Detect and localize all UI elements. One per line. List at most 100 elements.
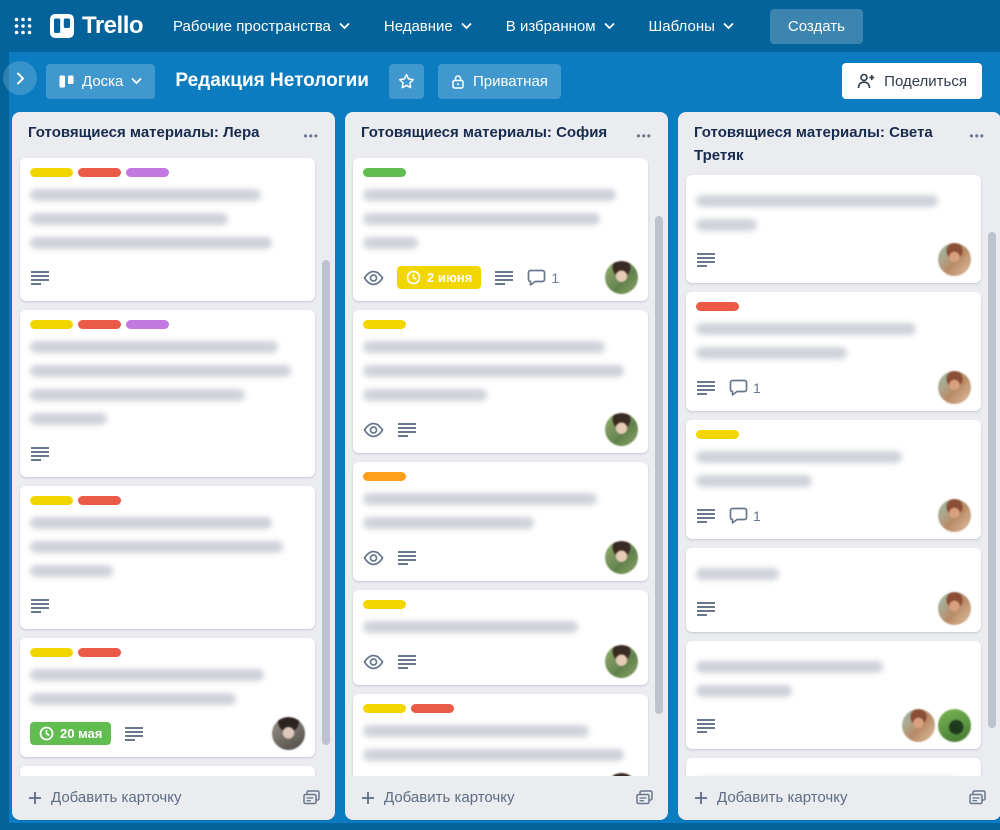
create-from-template-button[interactable] — [300, 787, 323, 808]
create-from-template-button[interactable] — [633, 787, 656, 808]
comments-count: 1 — [551, 269, 560, 286]
add-card-button[interactable]: Добавить карточку — [22, 785, 300, 810]
list-menu-button[interactable]: ••• — [963, 122, 991, 150]
member-avatar[interactable] — [938, 592, 971, 625]
list-menu-button[interactable]: ••• — [630, 122, 658, 150]
redacted-card-text — [30, 189, 261, 201]
member-avatar[interactable] — [272, 717, 305, 750]
chevron-down-icon — [603, 22, 615, 30]
star-board-button[interactable] — [388, 63, 424, 99]
label-pill-green — [363, 168, 406, 177]
card[interactable] — [686, 641, 981, 749]
redacted-card-text — [363, 517, 534, 529]
board-view-switcher[interactable]: Доска — [46, 63, 156, 99]
card[interactable]: 1 — [686, 292, 981, 411]
label-pill-orange — [363, 472, 406, 481]
list-scrollbar[interactable] — [655, 216, 663, 714]
description-icon — [696, 380, 716, 396]
card-labels — [363, 472, 638, 481]
watch-icon — [363, 550, 384, 566]
card-members — [605, 773, 638, 776]
due-date-badge: 2 июня — [397, 266, 482, 289]
list-title[interactable]: Готовящиеся материалы: Света Третяк — [694, 124, 933, 164]
card[interactable] — [686, 175, 981, 283]
card[interactable]: 2 июня 1 — [353, 158, 648, 301]
card[interactable] — [353, 590, 648, 685]
member-avatar[interactable] — [605, 413, 638, 446]
collapsed-sidebar[interactable] — [0, 52, 9, 830]
share-button[interactable]: Поделиться — [842, 63, 982, 99]
visibility-label: Приватная — [472, 72, 548, 90]
visibility-button[interactable]: Приватная — [437, 63, 561, 99]
label-pill-red — [78, 168, 121, 177]
redacted-card-text — [363, 189, 616, 201]
create-from-template-button[interactable] — [966, 787, 989, 808]
comment-icon — [729, 507, 748, 524]
card[interactable] — [20, 158, 315, 301]
label-pill-yellow — [363, 704, 406, 713]
member-avatar[interactable] — [902, 709, 935, 742]
label-pill-purple — [126, 168, 169, 177]
card-members — [938, 243, 971, 276]
label-pill-yellow — [696, 430, 739, 439]
card-badges: 1 — [696, 371, 971, 404]
card-labels — [363, 704, 638, 713]
list-scrollbar[interactable] — [988, 231, 996, 728]
nav-workspaces[interactable]: Рабочие пространства — [169, 12, 354, 41]
add-card-button[interactable]: Добавить карточку — [355, 785, 633, 810]
redacted-card-text — [363, 621, 578, 633]
redacted-card-text — [30, 517, 272, 529]
card[interactable] — [20, 766, 315, 776]
card-members — [272, 717, 305, 750]
card[interactable] — [20, 310, 315, 477]
redacted-card-text — [696, 219, 757, 231]
member-avatar[interactable] — [605, 261, 638, 294]
nav-recent[interactable]: Недавние — [380, 12, 476, 41]
redacted-card-text — [696, 195, 938, 207]
card[interactable] — [353, 694, 648, 776]
list: Готовящиеся материалы: Лера ••• 20 мая Доба… — [12, 112, 335, 820]
apps-grid-icon[interactable] — [14, 17, 32, 35]
chevron-down-icon — [339, 22, 350, 30]
member-avatar[interactable] — [938, 371, 971, 404]
member-avatar[interactable] — [605, 773, 638, 776]
trello-logo[interactable]: Trello — [50, 12, 144, 40]
card[interactable] — [20, 486, 315, 629]
member-avatar[interactable] — [605, 645, 638, 678]
card[interactable]: 1 — [686, 420, 981, 539]
member-avatar[interactable] — [938, 243, 971, 276]
list-title[interactable]: Готовящиеся материалы: София — [361, 124, 608, 141]
add-card-button[interactable]: Добавить карточку — [688, 785, 966, 810]
nav-templates[interactable]: Шаблоны — [645, 12, 738, 41]
lock-icon — [451, 74, 465, 89]
create-button[interactable]: Создать — [769, 8, 863, 44]
card[interactable] — [353, 462, 648, 581]
board-title[interactable]: Редакция Нетологии — [175, 70, 369, 91]
trello-logo-icon — [50, 14, 74, 38]
expand-sidebar-button[interactable] — [3, 61, 37, 95]
list-menu-button[interactable]: ••• — [297, 122, 325, 150]
member-avatar[interactable] — [938, 709, 971, 742]
card[interactable]: 20 мая — [20, 638, 315, 757]
card[interactable] — [686, 758, 981, 776]
description-icon — [30, 598, 50, 614]
card[interactable] — [686, 548, 981, 632]
redacted-card-text — [30, 389, 245, 401]
member-avatar[interactable] — [605, 541, 638, 574]
nav-starred[interactable]: В избранном — [502, 12, 619, 41]
add-member-icon — [857, 73, 875, 89]
card-members — [938, 592, 971, 625]
redacted-card-text — [696, 347, 848, 359]
card-badges — [363, 541, 638, 574]
member-avatar[interactable] — [938, 499, 971, 532]
cards-container: 20 мая — [12, 154, 335, 776]
description-icon — [30, 270, 50, 286]
list-scrollbar[interactable] — [322, 259, 330, 745]
card-badges: 20 мая — [30, 717, 305, 750]
redacted-card-text — [696, 475, 812, 487]
list-title[interactable]: Готовящиеся материалы: Лера — [28, 124, 260, 141]
card-template-icon — [636, 790, 653, 805]
cards-container: 2 июня 1 — [345, 154, 668, 776]
description-icon — [30, 446, 50, 462]
card[interactable] — [353, 310, 648, 453]
